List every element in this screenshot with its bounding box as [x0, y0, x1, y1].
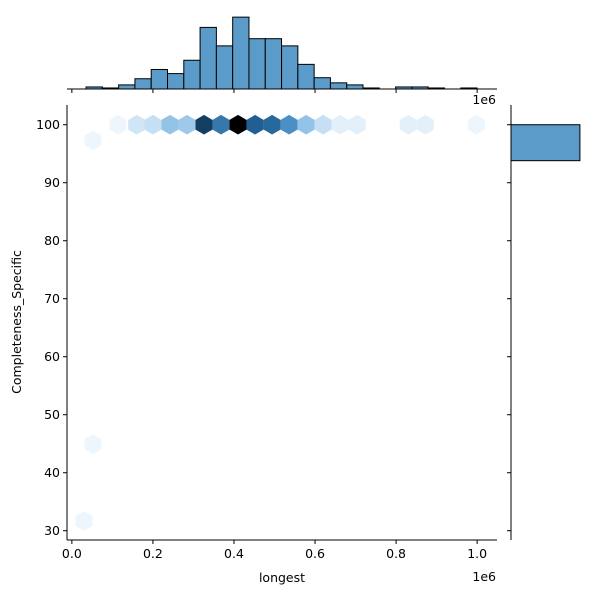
hexbin-cell	[161, 114, 179, 135]
x-tick-label: 0.8	[386, 546, 406, 561]
hexbin-cell	[399, 114, 417, 135]
hexbin-cell	[416, 114, 434, 135]
histogram-bar	[134, 78, 152, 90]
x-axis-label: longest	[259, 570, 305, 585]
hexbin-cell	[75, 511, 93, 531]
histogram-bar	[313, 77, 331, 90]
histogram-bar	[281, 45, 299, 90]
histogram-bar	[248, 38, 266, 90]
hexbin-cell	[128, 114, 146, 135]
hexbin-cell	[84, 434, 102, 455]
histogram-bar	[215, 45, 234, 90]
hexbin-cell	[314, 114, 332, 135]
histogram-bar	[346, 84, 364, 90]
hexbin-cell	[109, 114, 127, 135]
hexbin-cell	[195, 114, 213, 135]
hexbin-cell	[144, 114, 162, 135]
hexbin-cell	[348, 114, 366, 135]
x-tick-label: 0.6	[305, 546, 325, 561]
histogram-bar	[264, 38, 283, 90]
x-tick-label: 0.4	[224, 546, 244, 561]
x-tick-label: 0.0	[62, 546, 82, 561]
y-tick-label: 100	[36, 117, 60, 132]
hexbin-cell	[229, 114, 247, 135]
histogram-bar	[232, 16, 250, 90]
histogram-bar	[510, 124, 581, 162]
hexbin-cell	[280, 114, 298, 135]
y-tick-label: 30	[44, 523, 60, 538]
histogram-bar	[297, 63, 315, 90]
hexbin-cell	[246, 114, 264, 135]
marginal-offset-text: 1e6	[472, 92, 496, 107]
histogram-bar	[329, 82, 348, 90]
hexbin-cell	[84, 130, 102, 151]
y-tick-label: 80	[44, 233, 60, 248]
histogram-bar	[199, 26, 217, 90]
x-tick-label: 0.2	[143, 546, 163, 561]
y-tick-label: 90	[44, 175, 60, 190]
histogram-bar	[150, 68, 169, 90]
y-tick-label: 40	[44, 465, 60, 480]
hexbin-cell	[178, 114, 196, 135]
x-tick-label: 1.0	[467, 546, 487, 561]
y-tick-label: 70	[44, 291, 60, 306]
x-offset-text: 1e6	[472, 569, 496, 584]
hexbin-cell	[331, 114, 349, 135]
y-tick-label: 50	[44, 407, 60, 422]
hexbin-cell	[263, 114, 281, 135]
y-tick-label: 60	[44, 349, 60, 364]
y-axis-label: Completeness_Specific	[9, 250, 24, 394]
hexbin-cell	[467, 114, 485, 135]
hexbin-cell	[297, 114, 315, 135]
histogram-bar	[118, 84, 136, 90]
histogram-bar	[183, 59, 201, 90]
histogram-bar	[167, 73, 185, 90]
hexbin-cell	[212, 114, 230, 135]
